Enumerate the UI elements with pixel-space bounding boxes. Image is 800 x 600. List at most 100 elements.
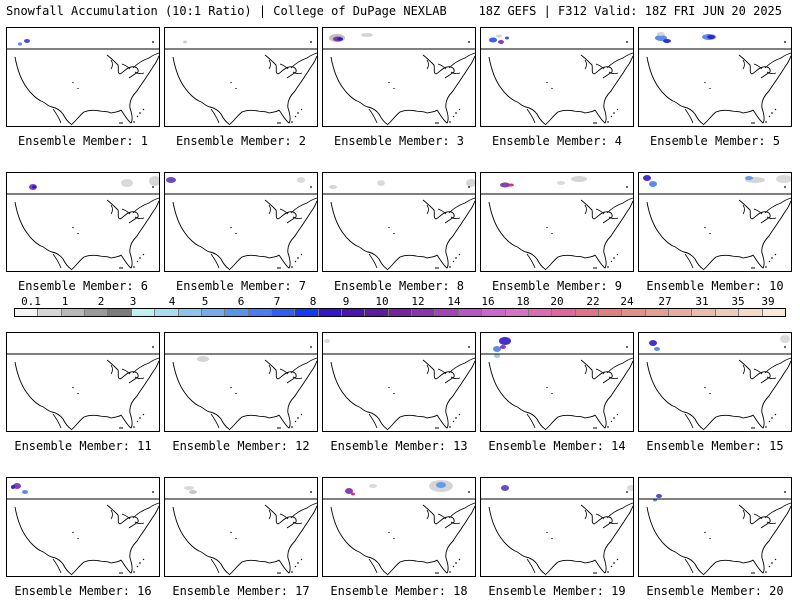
ensemble-member-label: Ensemble Member: 2 bbox=[175, 134, 307, 148]
ensemble-member-map bbox=[164, 477, 318, 577]
us-basemap bbox=[481, 34, 633, 126]
ensemble-member-label: Ensemble Member: 7 bbox=[175, 279, 307, 293]
ensemble-member-map bbox=[164, 27, 318, 127]
us-basemap bbox=[639, 175, 791, 271]
ensemble-member-label: Ensemble Member: 9 bbox=[491, 279, 623, 293]
ensemble-member-map bbox=[638, 27, 792, 127]
color-scale-tick-label: 22 bbox=[586, 295, 600, 308]
color-swatch bbox=[412, 309, 436, 316]
color-swatch bbox=[552, 309, 576, 316]
ensemble-member-map bbox=[480, 172, 634, 272]
color-swatch bbox=[108, 309, 132, 316]
color-swatch bbox=[482, 309, 506, 316]
color-swatch bbox=[342, 309, 366, 316]
ensemble-member-label: Ensemble Member: 11 bbox=[14, 439, 152, 453]
color-scale-tick-label: 8 bbox=[309, 295, 317, 308]
ensemble-member-label: Ensemble Member: 14 bbox=[488, 439, 626, 453]
ensemble-member-label: Ensemble Member: 10 bbox=[646, 279, 784, 293]
ensemble-member-map bbox=[6, 332, 160, 432]
ensemble-member-map bbox=[164, 332, 318, 432]
us-basemap bbox=[481, 337, 633, 431]
us-basemap bbox=[323, 33, 475, 126]
color-swatch bbox=[131, 309, 156, 316]
color-swatch bbox=[271, 309, 296, 316]
ensemble-member-label: Ensemble Member: 15 bbox=[646, 439, 784, 453]
ensemble-member-label: Ensemble Member: 19 bbox=[488, 584, 626, 598]
ensemble-member-map bbox=[6, 477, 160, 577]
color-swatch bbox=[575, 309, 599, 316]
color-swatch bbox=[458, 309, 483, 316]
ensemble-member-map bbox=[638, 477, 792, 577]
color-scale-tick-label: 3 bbox=[129, 295, 137, 308]
color-scale-tick-label: 24 bbox=[620, 295, 634, 308]
color-scale-tick-label: 20 bbox=[550, 295, 564, 308]
color-scale-tick-label: 16 bbox=[481, 295, 495, 308]
ensemble-member-map bbox=[638, 172, 792, 272]
ensemble-member-label: Ensemble Member: 20 bbox=[646, 584, 784, 598]
color-swatch bbox=[85, 309, 109, 316]
ensemble-member-map bbox=[6, 172, 160, 272]
color-scale-tick-label: 14 bbox=[447, 295, 461, 308]
ensemble-member-label: Ensemble Member: 6 bbox=[17, 279, 149, 293]
us-basemap bbox=[7, 483, 159, 576]
us-basemap bbox=[7, 346, 159, 431]
us-basemap bbox=[165, 486, 317, 576]
color-swatch bbox=[715, 309, 740, 316]
us-basemap bbox=[639, 491, 791, 576]
ensemble-member-map bbox=[322, 172, 476, 272]
color-swatch bbox=[505, 309, 529, 316]
ensemble-member-label: Ensemble Member: 18 bbox=[330, 584, 468, 598]
color-swatch bbox=[15, 309, 39, 316]
us-basemap bbox=[323, 339, 475, 431]
ensemble-member-label: Ensemble Member: 8 bbox=[333, 279, 465, 293]
us-basemap bbox=[7, 176, 159, 271]
map-title: Snowfall Accumulation (10:1 Ratio) | Col… bbox=[6, 4, 447, 18]
color-swatch bbox=[61, 309, 86, 316]
ensemble-member-map bbox=[164, 172, 318, 272]
snowfall-color-scale bbox=[14, 308, 786, 317]
color-swatch bbox=[739, 309, 763, 316]
color-scale-tick-label: 10 bbox=[375, 295, 389, 308]
color-scale-tick-label: 39 bbox=[761, 295, 775, 308]
color-scale-tick-label: 7 bbox=[273, 295, 281, 308]
ensemble-member-map bbox=[322, 332, 476, 432]
ensemble-member-label: Ensemble Member: 5 bbox=[649, 134, 781, 148]
color-swatch bbox=[201, 309, 226, 316]
us-basemap bbox=[165, 177, 317, 271]
ensemble-member-map bbox=[638, 332, 792, 432]
ensemble-member-map bbox=[480, 477, 634, 577]
ensemble-member-label: Ensemble Member: 16 bbox=[14, 584, 152, 598]
color-swatch bbox=[155, 309, 179, 316]
color-swatch bbox=[622, 309, 646, 316]
ensemble-member-label: Ensemble Member: 1 bbox=[17, 134, 149, 148]
color-swatch bbox=[528, 309, 553, 316]
us-basemap bbox=[323, 179, 475, 271]
color-scale-tick-label: 27 bbox=[658, 295, 672, 308]
us-basemap bbox=[165, 346, 317, 431]
color-scale-tick-label: 5 bbox=[201, 295, 209, 308]
ensemble-member-map bbox=[322, 477, 476, 577]
us-basemap bbox=[639, 335, 791, 431]
color-scale-tick-label: 12 bbox=[411, 295, 425, 308]
model-run-info: 18Z GEFS | F312 Valid: 18Z FRI JUN 20 20… bbox=[478, 4, 782, 18]
color-scale-tick-label: 2 bbox=[97, 295, 105, 308]
ensemble-member-map bbox=[6, 27, 160, 127]
us-basemap bbox=[165, 40, 317, 126]
ensemble-member-label: Ensemble Member: 17 bbox=[172, 584, 310, 598]
us-basemap bbox=[481, 485, 633, 576]
us-basemap bbox=[481, 176, 633, 271]
color-scale-tick-label: 31 bbox=[695, 295, 709, 308]
us-basemap bbox=[639, 32, 791, 126]
color-swatch bbox=[669, 309, 693, 316]
color-swatch bbox=[318, 309, 343, 316]
color-scale-tick-label: 9 bbox=[342, 295, 350, 308]
color-swatch bbox=[225, 309, 249, 316]
color-swatch bbox=[388, 309, 413, 316]
color-swatch bbox=[435, 309, 459, 316]
ensemble-member-label: Ensemble Member: 3 bbox=[333, 134, 465, 148]
ensemble-member-label: Ensemble Member: 4 bbox=[491, 134, 623, 148]
color-scale-tick-label: 18 bbox=[516, 295, 530, 308]
color-scale-tick-label: 4 bbox=[168, 295, 176, 308]
color-swatch bbox=[38, 309, 62, 316]
color-swatch bbox=[365, 309, 389, 316]
